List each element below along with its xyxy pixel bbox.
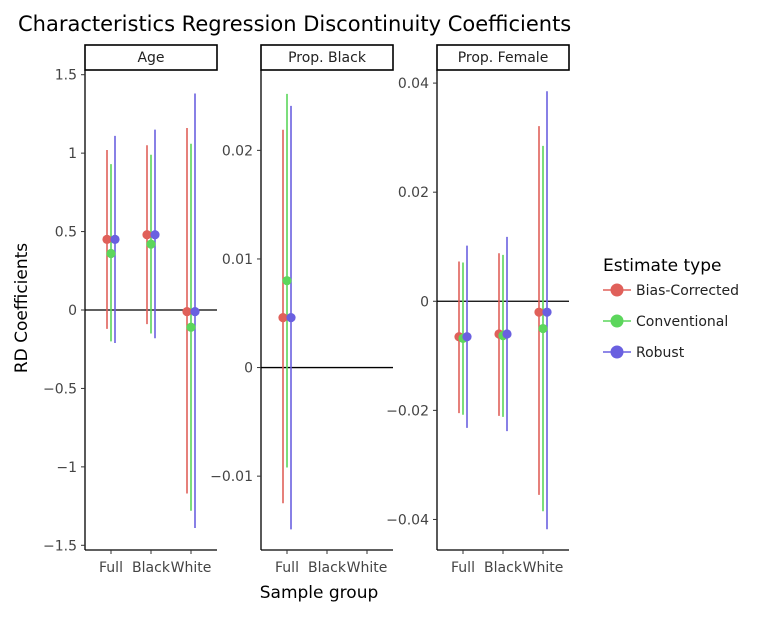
- legend-key-dot: [610, 283, 624, 297]
- point-bias-corrected-white: [534, 307, 544, 317]
- point-conventional-white: [186, 322, 196, 332]
- legend-item-conventional: Conventional: [603, 314, 728, 330]
- panel-strip: [84, 44, 218, 71]
- point-robust-white: [542, 307, 552, 317]
- y-tick-label: 1: [68, 146, 77, 162]
- y-tick-label: 0: [420, 294, 429, 310]
- panel-strip-label: Age: [137, 50, 164, 66]
- panel-age: Age −1.5 −1 −0.5 0 0.5 1 1.5 Full Black White: [43, 44, 218, 576]
- legend-label: Bias-Corrected: [636, 283, 739, 299]
- legend-label: Robust: [636, 345, 685, 361]
- point-bias-corrected-full: [278, 313, 288, 323]
- point-conventional-full: [106, 248, 116, 259]
- y-tick-label: −0.02: [386, 403, 429, 419]
- chart-title: Characteristics Regression Discontinuity…: [18, 12, 571, 36]
- point-conventional-white: [538, 323, 548, 334]
- legend-key-dot: [610, 314, 624, 328]
- x-tick-label: Full: [451, 560, 475, 576]
- panel-strip: [260, 44, 394, 71]
- y-tick-label: 0: [244, 361, 253, 377]
- point-robust-white: [190, 306, 200, 317]
- legend-title: Estimate type: [603, 256, 721, 276]
- y-tick-label: 1.5: [55, 68, 77, 84]
- x-tick-label: White: [171, 560, 212, 576]
- point-robust-full: [462, 332, 472, 342]
- x-tick-label: White: [523, 560, 564, 576]
- panel-strip-label: Prop. Female: [458, 50, 549, 66]
- legend-label: Conventional: [636, 314, 728, 330]
- panel-strip: [436, 44, 570, 71]
- panel-strip-label: Prop. Black: [288, 50, 367, 66]
- point-bias-corrected-full: [102, 234, 112, 245]
- y-tick-label: 0.04: [398, 76, 429, 92]
- point-robust-full: [286, 313, 296, 323]
- legend-item-robust: Robust: [603, 345, 685, 361]
- x-tick-label: Full: [275, 560, 299, 576]
- panel-prop-black: Prop. Black −0.01 0 0.01 0.02 Full Black White: [210, 44, 394, 576]
- point-robust-black: [502, 329, 512, 339]
- x-tick-label: Black: [308, 560, 347, 576]
- y-tick-label: 0.02: [398, 185, 429, 201]
- point-robust-full: [110, 234, 120, 245]
- x-tick-label: Full: [99, 560, 123, 576]
- y-tick-label: −1: [56, 460, 77, 476]
- x-tick-label: Black: [132, 560, 171, 576]
- point-robust-black: [150, 230, 160, 240]
- point-bias-corrected-white: [182, 306, 192, 317]
- legend-item-bias-corrected: Bias-Corrected: [603, 283, 739, 299]
- y-tick-label: 0.01: [222, 252, 253, 268]
- panel-prop-female: Prop. Female −0.04 −0.02 0 0.02 0.04 Full Black…: [386, 44, 570, 576]
- y-tick-label: 0.02: [222, 143, 253, 159]
- x-tick-label: White: [347, 560, 388, 576]
- point-bias-corrected-black: [142, 230, 152, 240]
- y-tick-label: 0.5: [55, 225, 77, 241]
- y-tick-label: 0: [68, 303, 77, 319]
- point-conventional-full: [282, 276, 292, 286]
- y-tick-label: −0.01: [210, 469, 253, 485]
- legend: Estimate type Bias-Corrected Conventional…: [603, 256, 739, 361]
- y-axis-label: RD Coefficients: [12, 243, 32, 373]
- point-conventional-black: [146, 239, 156, 249]
- y-tick-label: −0.04: [386, 512, 429, 528]
- legend-key-dot: [610, 345, 624, 359]
- y-tick-label: −1.5: [43, 538, 77, 554]
- x-axis-label: Sample group: [260, 583, 379, 603]
- y-tick-label: −0.5: [43, 381, 77, 397]
- x-tick-label: Black: [484, 560, 523, 576]
